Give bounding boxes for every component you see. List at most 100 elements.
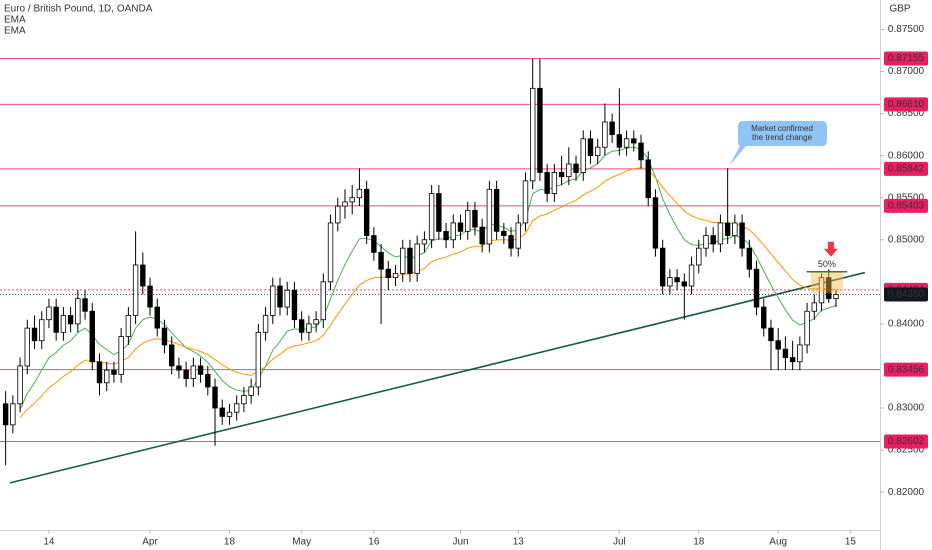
level-label-box	[884, 51, 928, 66]
candle-body	[696, 247, 702, 266]
level-label-box	[884, 434, 928, 449]
x-tick-label: 18	[693, 537, 705, 548]
candle-body	[2, 403, 9, 426]
candle-body	[826, 277, 832, 300]
candle-body	[782, 348, 789, 358]
level-label-box	[884, 362, 928, 377]
x-tick-label: Apr	[142, 537, 158, 548]
candle-body	[530, 87, 536, 182]
candle-body	[60, 315, 67, 333]
candle-body	[768, 327, 774, 342]
candle-body	[205, 373, 211, 388]
level-label: 0.82602	[888, 436, 925, 447]
candle-body	[10, 403, 16, 426]
candle-body	[659, 247, 666, 287]
candle-body	[349, 197, 355, 203]
candle-body	[342, 201, 348, 207]
candle-body	[147, 285, 153, 308]
candle-body	[558, 172, 565, 178]
x-tick-label: Aug	[769, 537, 787, 548]
candle-body	[465, 209, 471, 232]
candle-body	[652, 197, 659, 249]
candle-body	[255, 331, 262, 388]
candle-body	[522, 180, 529, 224]
candle-body	[717, 222, 724, 245]
callout: Market confirmed the trend change	[729, 121, 827, 166]
candle-body	[335, 205, 341, 224]
candle-body	[544, 172, 550, 194]
candle-body	[111, 369, 117, 375]
y-tick-label: 0.82000	[888, 487, 925, 498]
candle-body	[710, 235, 716, 245]
candle-body	[739, 222, 745, 249]
x-tick-label: 13	[513, 537, 525, 548]
candle-body	[270, 285, 276, 316]
y-tick-label: 0.82500	[888, 445, 925, 456]
candle-body	[616, 134, 623, 148]
candle-body	[400, 247, 406, 274]
candle-body	[24, 327, 30, 367]
callout-bubble	[729, 121, 827, 166]
candle-body	[623, 138, 630, 148]
candle-body	[212, 386, 218, 409]
level-label: 0.85842	[888, 164, 925, 175]
chart-title: Euro / British Pound, 1D, OANDA	[4, 4, 153, 15]
candle-body	[493, 188, 500, 232]
candle-body	[804, 310, 810, 346]
candle-body	[472, 209, 478, 228]
candle-body	[46, 306, 52, 321]
candle-body	[298, 319, 305, 333]
ema-line	[19, 167, 837, 419]
candle-body	[486, 188, 493, 245]
callout-text: Market confirmed	[751, 124, 813, 133]
level-label-box	[884, 97, 928, 112]
level-label: 0.86610	[888, 99, 925, 110]
candle-body	[609, 121, 615, 136]
y-tick-label: 0.85000	[888, 234, 925, 245]
candle-body	[638, 142, 644, 161]
candle-body	[219, 407, 225, 417]
arrow	[823, 241, 838, 257]
y-tick-label: 0.84000	[888, 319, 925, 330]
last-price-label: 0.84350	[888, 289, 925, 300]
candle-body	[811, 302, 817, 312]
candle-body	[17, 365, 23, 405]
candle-body	[161, 327, 168, 346]
candle-body	[732, 222, 738, 236]
candle-body	[356, 188, 363, 199]
candle-body	[587, 138, 594, 157]
y-tick-label: 0.87500	[888, 24, 925, 35]
candle-body	[580, 138, 586, 173]
candle-body	[385, 268, 392, 279]
candle-body	[681, 281, 688, 287]
candle-body	[573, 163, 579, 173]
candle-body	[414, 243, 420, 274]
fib-zone	[810, 271, 844, 293]
x-tick-label: 18	[224, 537, 236, 548]
candle-body	[96, 361, 103, 384]
level-label-box	[884, 161, 928, 176]
x-tick-label: Jun	[452, 537, 468, 548]
candle-body	[53, 306, 59, 333]
level-label-box	[884, 198, 928, 213]
candle-body	[457, 222, 464, 232]
candle-body	[551, 172, 558, 194]
candle-body	[833, 294, 839, 300]
candle-body	[31, 327, 38, 342]
candle-body	[602, 121, 608, 148]
candle-body	[407, 247, 413, 274]
level-label: 0.85403	[888, 200, 925, 211]
candle-body	[67, 315, 74, 325]
candle-body	[818, 277, 825, 304]
candle-body	[746, 247, 753, 270]
x-tick-label: 15	[845, 537, 857, 548]
level-label: 0.83456	[888, 364, 925, 375]
y-tick-label: 0.86500	[888, 108, 925, 119]
candle-body	[118, 336, 124, 375]
candle-body	[797, 344, 803, 363]
candle-body	[176, 365, 182, 371]
candle-body	[436, 193, 442, 232]
candle-body	[125, 315, 132, 337]
